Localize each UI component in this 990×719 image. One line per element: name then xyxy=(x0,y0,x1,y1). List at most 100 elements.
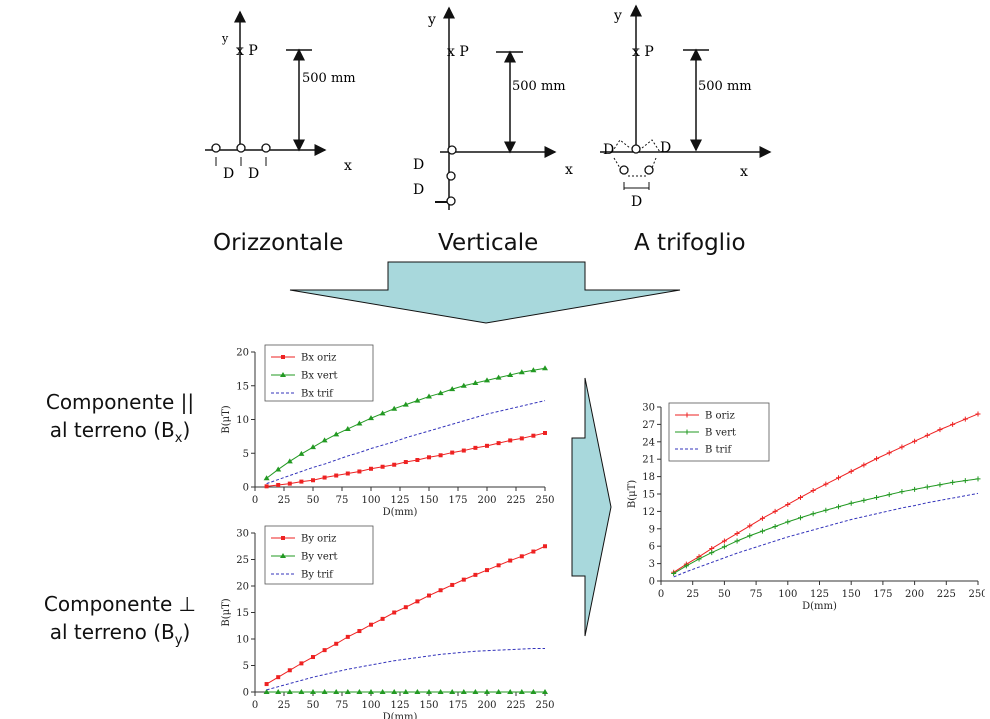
data-point xyxy=(485,443,489,448)
data-point xyxy=(357,629,362,634)
data-point xyxy=(403,605,408,610)
x-tick-label: 125 xyxy=(390,495,409,506)
x-tick-label: 75 xyxy=(336,495,349,506)
data-point xyxy=(333,431,340,437)
distance-label: 500 mm xyxy=(302,71,356,86)
legend-marker xyxy=(684,412,690,418)
data-point xyxy=(530,689,537,694)
series-line xyxy=(266,648,545,691)
x-tick-label: 200 xyxy=(477,495,496,506)
data-point xyxy=(484,377,490,383)
data-point xyxy=(321,689,328,694)
data-point xyxy=(460,382,467,388)
legend-marker xyxy=(281,355,285,359)
x-tick-label: 150 xyxy=(419,700,438,711)
y-tick-label: 5 xyxy=(243,449,249,460)
data-point xyxy=(508,558,513,563)
distance-label: 500 mm xyxy=(512,79,566,94)
data-point xyxy=(683,563,689,569)
data-point xyxy=(542,689,548,694)
legend-label: By oriz xyxy=(301,534,336,545)
data-point xyxy=(460,689,467,694)
data-point xyxy=(438,453,443,458)
legend-marker xyxy=(684,429,690,435)
y-tick-label: 27 xyxy=(642,420,655,431)
data-point xyxy=(357,469,362,474)
legend-label: B vert xyxy=(705,428,736,439)
data-point xyxy=(950,479,956,485)
data-point xyxy=(276,675,281,680)
legend-label: Bx vert xyxy=(301,371,338,382)
data-point xyxy=(392,610,397,615)
data-point xyxy=(496,563,501,568)
legend-marker xyxy=(280,553,286,558)
d-label: D xyxy=(413,182,424,198)
y-tick-label: 3 xyxy=(649,559,655,570)
data-point xyxy=(848,468,854,474)
configuration-diagrams: y x x P 500 mm D D y x x P 500 mm D D y xyxy=(205,4,772,210)
data-point xyxy=(287,481,292,486)
y-tick-label: 15 xyxy=(236,381,249,392)
distance-label: 500 mm xyxy=(698,79,752,94)
data-point xyxy=(861,462,867,468)
legend-label: Bx oriz xyxy=(301,353,336,364)
y-tick-label: 30 xyxy=(642,403,655,414)
data-point xyxy=(473,445,478,450)
diagram-verticale: y x x P 500 mm D D xyxy=(413,6,573,210)
data-point xyxy=(531,433,536,438)
data-point xyxy=(924,484,930,490)
data-point xyxy=(449,689,456,694)
data-point xyxy=(461,577,466,582)
x-tick-label: 175 xyxy=(448,700,467,711)
legend-marker xyxy=(281,536,285,540)
data-point xyxy=(772,523,778,529)
x-tick-label: 0 xyxy=(658,589,664,600)
x-tick-label: 25 xyxy=(278,495,291,506)
data-point xyxy=(311,478,315,483)
data-point xyxy=(299,479,304,484)
data-point xyxy=(507,689,514,694)
data-point xyxy=(696,556,702,562)
data-point xyxy=(785,501,791,507)
y-tick-label: 10 xyxy=(236,415,249,426)
x-tick-label: 50 xyxy=(718,589,731,600)
data-point xyxy=(356,689,363,694)
legend-label: By trif xyxy=(301,570,334,581)
data-point xyxy=(379,410,386,416)
axis-x-label: x xyxy=(344,158,352,174)
x-tick-label: 200 xyxy=(477,700,496,711)
x-tick-label: 0 xyxy=(252,700,258,711)
data-point xyxy=(531,549,536,554)
perpendicular-component-label: Componente ⊥ al terreno (By) xyxy=(30,590,210,655)
data-point xyxy=(392,462,397,467)
data-point xyxy=(495,689,502,694)
data-point xyxy=(772,508,778,514)
data-point xyxy=(836,504,842,510)
data-point xyxy=(450,450,455,455)
data-point xyxy=(810,511,816,517)
data-point xyxy=(530,367,537,373)
data-point xyxy=(747,523,753,529)
axis-x-label: x xyxy=(565,162,573,178)
data-point xyxy=(426,393,432,399)
data-point xyxy=(321,437,328,443)
data-point xyxy=(848,500,854,506)
data-point xyxy=(276,482,281,487)
perp-line2: al terreno (By) xyxy=(49,620,191,648)
y-tick-label: 21 xyxy=(642,455,655,466)
data-point xyxy=(461,448,466,453)
data-point xyxy=(962,478,968,484)
data-point xyxy=(912,438,918,444)
data-point xyxy=(344,689,351,694)
data-point xyxy=(759,528,765,534)
data-point xyxy=(823,507,829,513)
data-point xyxy=(886,492,892,498)
x-tick-label: 50 xyxy=(307,495,320,506)
axis-x-label: x xyxy=(740,164,748,180)
y-tick-label: 9 xyxy=(649,524,655,535)
data-point xyxy=(734,538,740,544)
legend-label: By vert xyxy=(301,552,338,563)
point-label: x P xyxy=(632,44,654,60)
series-line xyxy=(673,492,979,578)
